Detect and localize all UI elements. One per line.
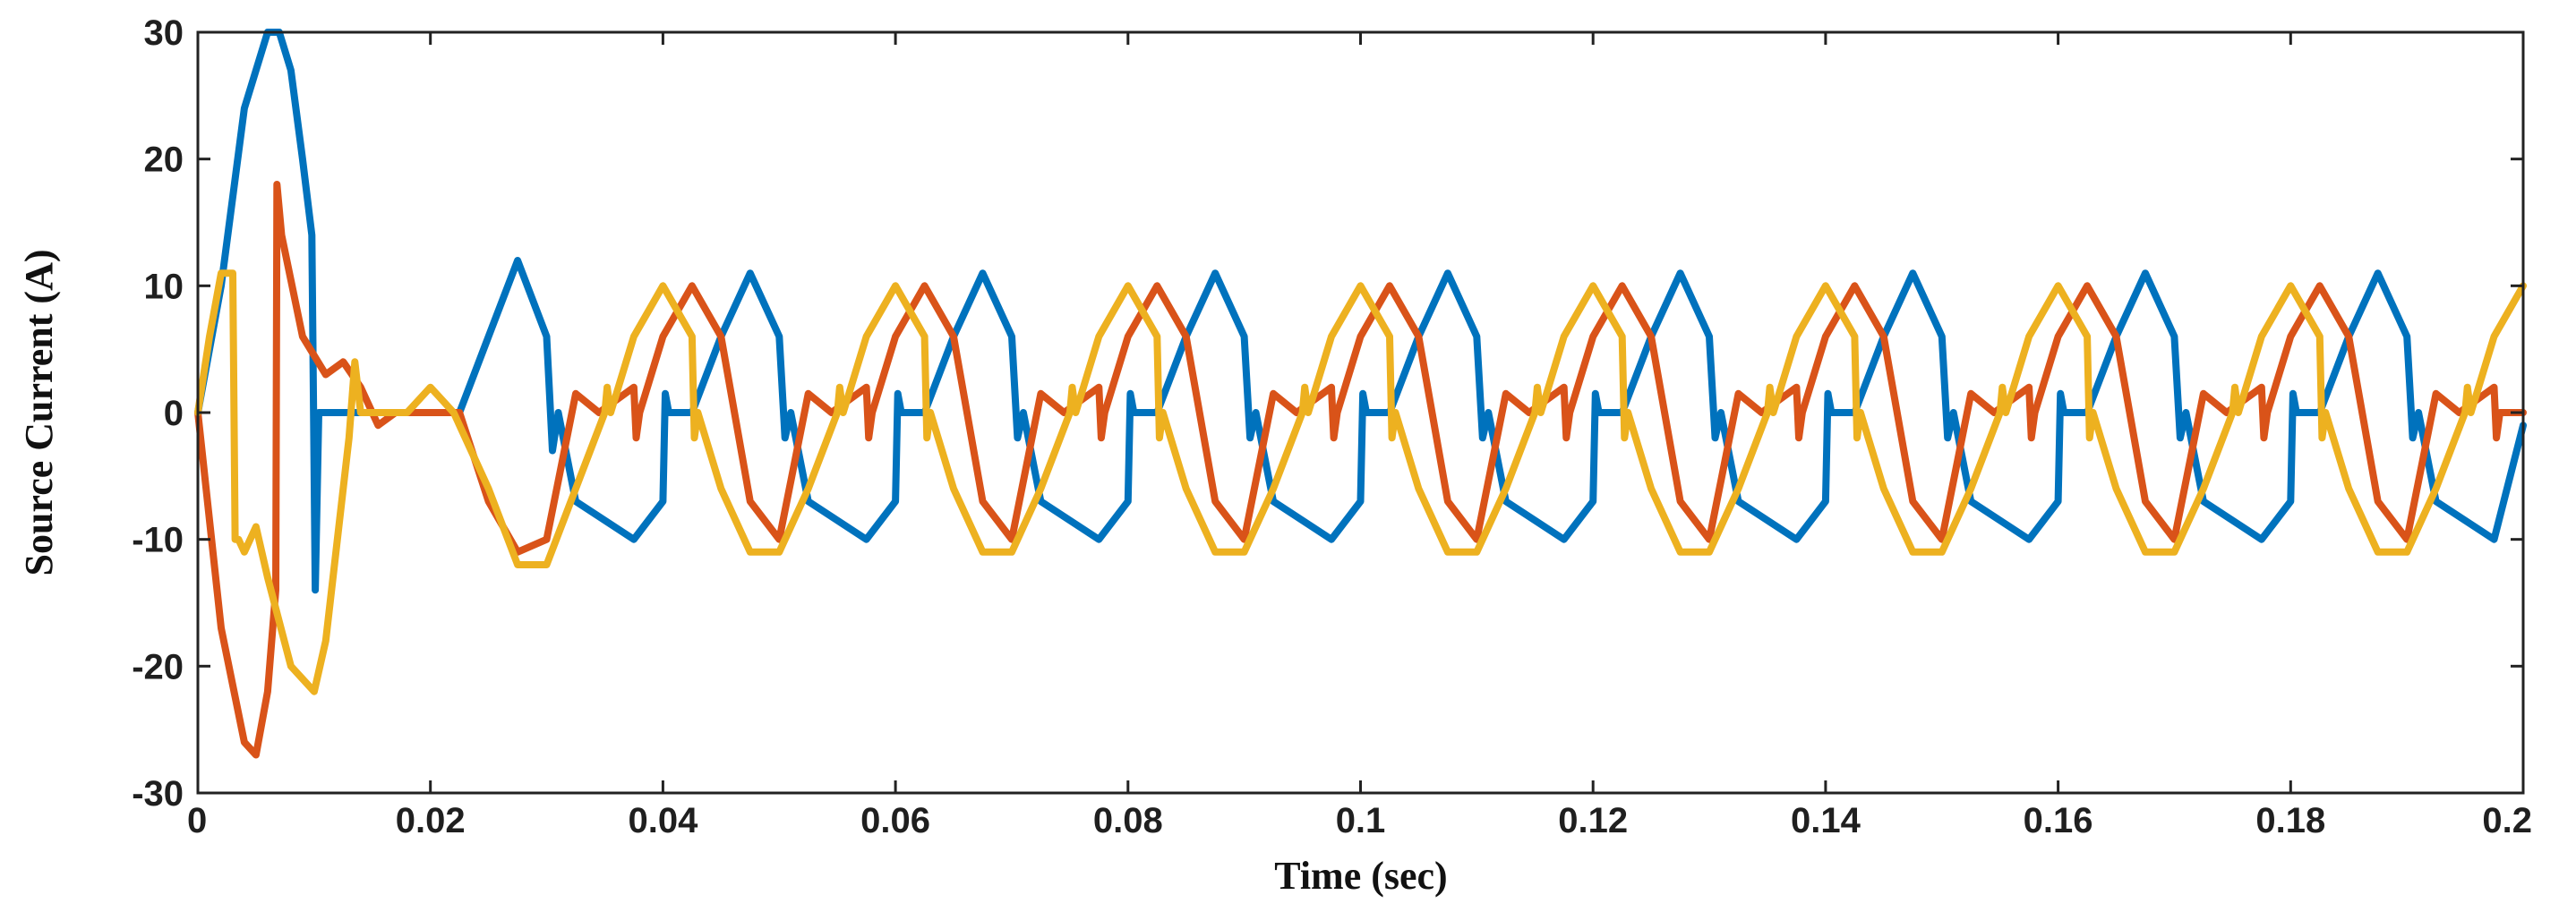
x-axis-label: Time (sec) bbox=[1274, 854, 1447, 898]
x-tick-label: 0.04 bbox=[628, 801, 698, 840]
x-tick-label: 0.06 bbox=[860, 801, 930, 840]
series-layer bbox=[194, 29, 2527, 759]
series-line-2 bbox=[194, 181, 2527, 759]
series-line-1 bbox=[194, 29, 2527, 594]
x-tick-label: 0.2 bbox=[2482, 801, 2532, 840]
y-axis-label: Source Current (A) bbox=[17, 250, 61, 576]
x-tick-label: 0.1 bbox=[1336, 801, 1386, 840]
x-tick-label: 0.02 bbox=[396, 801, 466, 840]
x-tick-label: 0.08 bbox=[1093, 801, 1163, 840]
series-line-3 bbox=[194, 269, 2527, 695]
x-tick-label: 0.16 bbox=[2024, 801, 2093, 840]
y-tick-label: 30 bbox=[144, 13, 184, 53]
y-tick-label: 0 bbox=[164, 394, 184, 433]
y-tick-label: -30 bbox=[132, 774, 184, 814]
y-tick-label: 10 bbox=[144, 267, 184, 306]
y-tick-label: -10 bbox=[132, 521, 184, 560]
y-tick-label: -20 bbox=[132, 647, 184, 686]
y-tick-label: 20 bbox=[144, 141, 184, 180]
x-tick-label: 0.14 bbox=[1791, 801, 1861, 840]
x-tick-label: 0.12 bbox=[1558, 801, 1628, 840]
x-tick-label: 0.18 bbox=[2255, 801, 2325, 840]
tick-layer: 0 0.02 0.04 0.06 0.08 0.1 0.12 0.14 0.16 0.18 0.2 -… bbox=[132, 13, 2532, 840]
x-tick-label: 0 bbox=[187, 801, 207, 840]
